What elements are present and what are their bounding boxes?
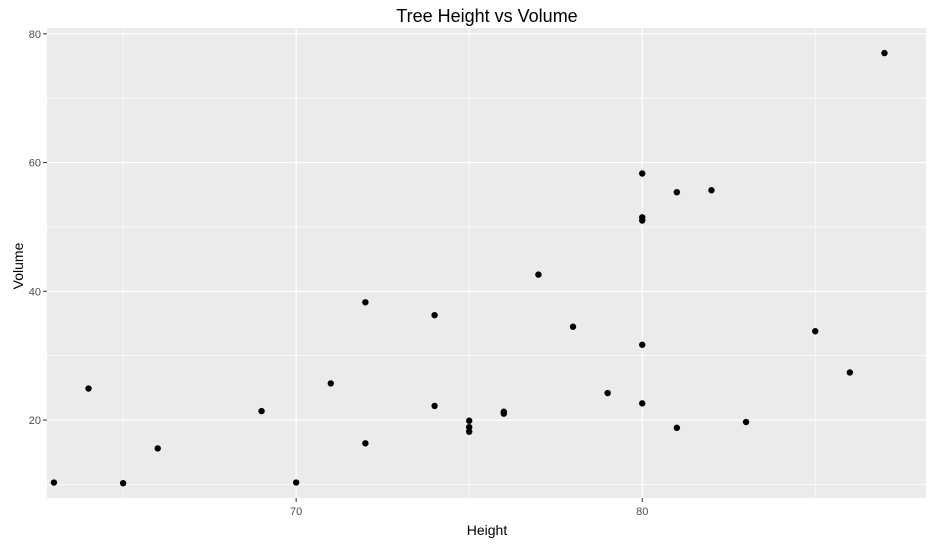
chart-title: Tree Height vs Volume	[396, 6, 577, 26]
data-point	[292, 479, 300, 486]
data-point	[881, 49, 888, 57]
data-point	[362, 299, 369, 306]
y-tick-label: 80	[29, 29, 41, 41]
y-tick-label: 60	[29, 158, 41, 170]
x-tick-label: 80	[636, 506, 648, 518]
x-axis-ticks: 70 80	[290, 498, 648, 518]
data-point	[639, 400, 646, 407]
data-point	[119, 479, 127, 487]
data-point	[431, 311, 438, 319]
data-point	[742, 418, 750, 426]
data-point	[465, 417, 473, 424]
data-point	[673, 424, 681, 432]
data-point	[639, 170, 646, 177]
data-point	[708, 187, 715, 194]
data-point	[673, 188, 681, 196]
x-axis-title: Height	[467, 522, 508, 538]
data-point	[431, 402, 438, 410]
data-point	[535, 271, 542, 278]
data-point	[327, 380, 334, 387]
data-point	[639, 217, 646, 224]
plot-panel	[47, 28, 926, 498]
data-point	[846, 369, 854, 376]
data-point	[50, 479, 58, 486]
data-points	[50, 49, 888, 487]
data-point	[569, 323, 577, 330]
data-point	[812, 328, 819, 335]
data-point	[85, 385, 92, 392]
data-point	[362, 440, 369, 447]
grid-lines	[47, 28, 926, 498]
y-tick-label: 40	[29, 286, 41, 298]
x-tick-label: 70	[290, 506, 302, 518]
y-axis-ticks: 20 40 60 80	[29, 29, 47, 427]
data-point	[154, 445, 161, 452]
data-point	[465, 423, 473, 431]
data-point	[465, 428, 473, 435]
y-tick-label: 20	[29, 415, 41, 427]
data-point	[604, 389, 611, 397]
data-point	[500, 410, 508, 417]
data-point	[258, 407, 265, 415]
y-axis-title: Volume	[10, 242, 26, 289]
data-point	[639, 341, 646, 348]
